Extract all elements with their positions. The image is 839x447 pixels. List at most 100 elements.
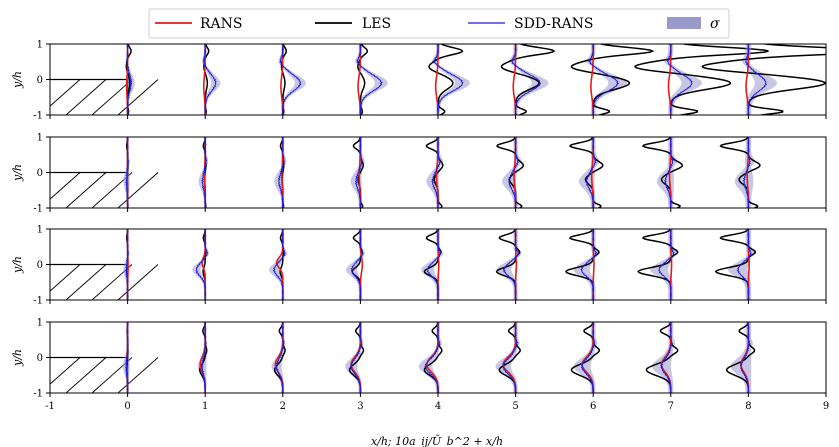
sdd-rans-profile: [739, 322, 751, 393]
y-axis-label: y/h: [11, 71, 24, 89]
hatch-line: [50, 79, 81, 107]
sigma-band: [278, 44, 306, 115]
x-tick-label: -1: [45, 401, 55, 412]
sdd-rans-profile: [200, 322, 207, 393]
x-axis-label: x/h; 10a_ij/Ū_b^2 + x/h: [371, 435, 503, 447]
panels-layer: -1 0 1 y/h -1 0 1 y/h -1 0 1 y/h -1 0 1 y/h -1 0 1 2 3 4 5 6 7 8 9: [11, 40, 829, 413]
panel-2: -1 0 1 y/h: [11, 133, 827, 215]
hatch-line: [117, 172, 159, 208]
sdd-rans-profile: [201, 137, 208, 208]
sdd-rans-profile: [736, 229, 752, 300]
y-tick-label: 1: [37, 133, 43, 144]
y-tick-label: 1: [37, 225, 43, 236]
rans-profile: [667, 44, 672, 115]
hatch-line: [65, 172, 107, 208]
rans-profile: [512, 44, 517, 115]
x-tick-label: 2: [280, 401, 286, 412]
y-tick-label: -1: [33, 204, 43, 215]
legend-label-sdd: SDD-RANS: [514, 16, 594, 32]
hatch-line: [65, 79, 107, 115]
sdd-rans-profile: [202, 44, 217, 115]
sdd-rans-profile: [426, 229, 442, 300]
sigma-band: [578, 137, 600, 208]
sdd-rans-profile: [350, 229, 364, 300]
sdd-rans-profile: [195, 229, 209, 300]
sdd-rans-profile: [502, 322, 519, 393]
legend: RANS LES SDD-RANS σ: [148, 8, 730, 39]
y-tick-label: 0: [37, 260, 43, 271]
step-outline: [50, 171, 129, 208]
x-tick-label: 6: [590, 401, 596, 412]
legend-swatch-sigma: [667, 17, 701, 29]
step-outline: [50, 263, 129, 300]
hatch-line: [117, 357, 159, 393]
step-hatch: [50, 172, 159, 208]
les-profile: [570, 322, 601, 393]
x-tick-label: 8: [745, 401, 751, 412]
x-tick-label: 1: [202, 401, 208, 412]
sigma-band: [652, 322, 676, 393]
sdd-rans-profile: [125, 137, 130, 208]
x-tick-label: 4: [435, 401, 441, 412]
sigma-band: [350, 137, 365, 208]
y-tick-label: -1: [33, 296, 43, 307]
sdd-rans-profile: [580, 322, 596, 393]
sdd-rans-profile: [511, 44, 542, 115]
sigma-band: [355, 44, 388, 115]
curves: [123, 137, 761, 208]
sdd-rans-profile: [431, 137, 441, 208]
rans-profile: [590, 44, 594, 115]
les-profile: [570, 44, 655, 115]
curves: [125, 44, 826, 115]
sdd-rans-profile: [658, 229, 675, 300]
sigma-band: [431, 44, 470, 115]
sdd-rans-profile: [664, 137, 674, 208]
sdd-rans-profile: [124, 322, 130, 393]
x-tick-label: 7: [668, 401, 674, 412]
sdd-rans-profile: [588, 44, 620, 115]
x-tick-label: 3: [357, 401, 363, 412]
legend-frame: [148, 8, 730, 39]
sdd-rans-profile: [277, 137, 286, 208]
sdd-rans-profile: [125, 44, 133, 115]
panel-3: -1 0 1 y/h: [11, 225, 827, 307]
x-tick-label: 5: [512, 401, 518, 412]
sdd-rans-profile: [275, 322, 285, 393]
sdd-rans-profile: [279, 44, 302, 115]
curves: [123, 229, 757, 300]
hatch-line: [65, 264, 107, 300]
sigma-band: [741, 44, 777, 115]
x-tick-label: 9: [823, 401, 829, 412]
sdd-rans-profile: [354, 137, 364, 208]
step-outline: [50, 356, 129, 393]
sigma-band: [509, 44, 549, 115]
legend-label-sigma: σ: [710, 16, 720, 32]
y-tick-label: 0: [37, 168, 43, 179]
sdd-rans-profile: [507, 137, 519, 208]
hatch-line: [65, 357, 107, 393]
legend-label-les: LES: [362, 16, 391, 32]
sigma-band: [192, 229, 210, 300]
curves: [122, 322, 756, 393]
hatch-line: [117, 79, 159, 115]
hatch-line: [91, 79, 133, 115]
step-outline: [50, 78, 129, 115]
sdd-rans-profile: [580, 229, 598, 300]
hatch-line: [50, 264, 81, 292]
step-hatch: [50, 357, 159, 393]
sigma-band: [656, 137, 678, 208]
sigma-band: [730, 322, 753, 393]
les-profile: [645, 322, 679, 393]
sigma-band: [269, 229, 288, 300]
hatch-line: [50, 357, 81, 385]
x-tick-label: 0: [124, 401, 130, 412]
hatch-line: [50, 172, 81, 200]
y-axis-label: y/h: [11, 164, 24, 182]
les-profile: [500, 44, 556, 115]
y-tick-label: 1: [37, 40, 43, 51]
sdd-rans-profile: [356, 44, 383, 115]
sdd-rans-profile: [742, 137, 751, 208]
sdd-rans-profile: [349, 322, 363, 393]
sdd-rans-profile: [585, 137, 597, 208]
